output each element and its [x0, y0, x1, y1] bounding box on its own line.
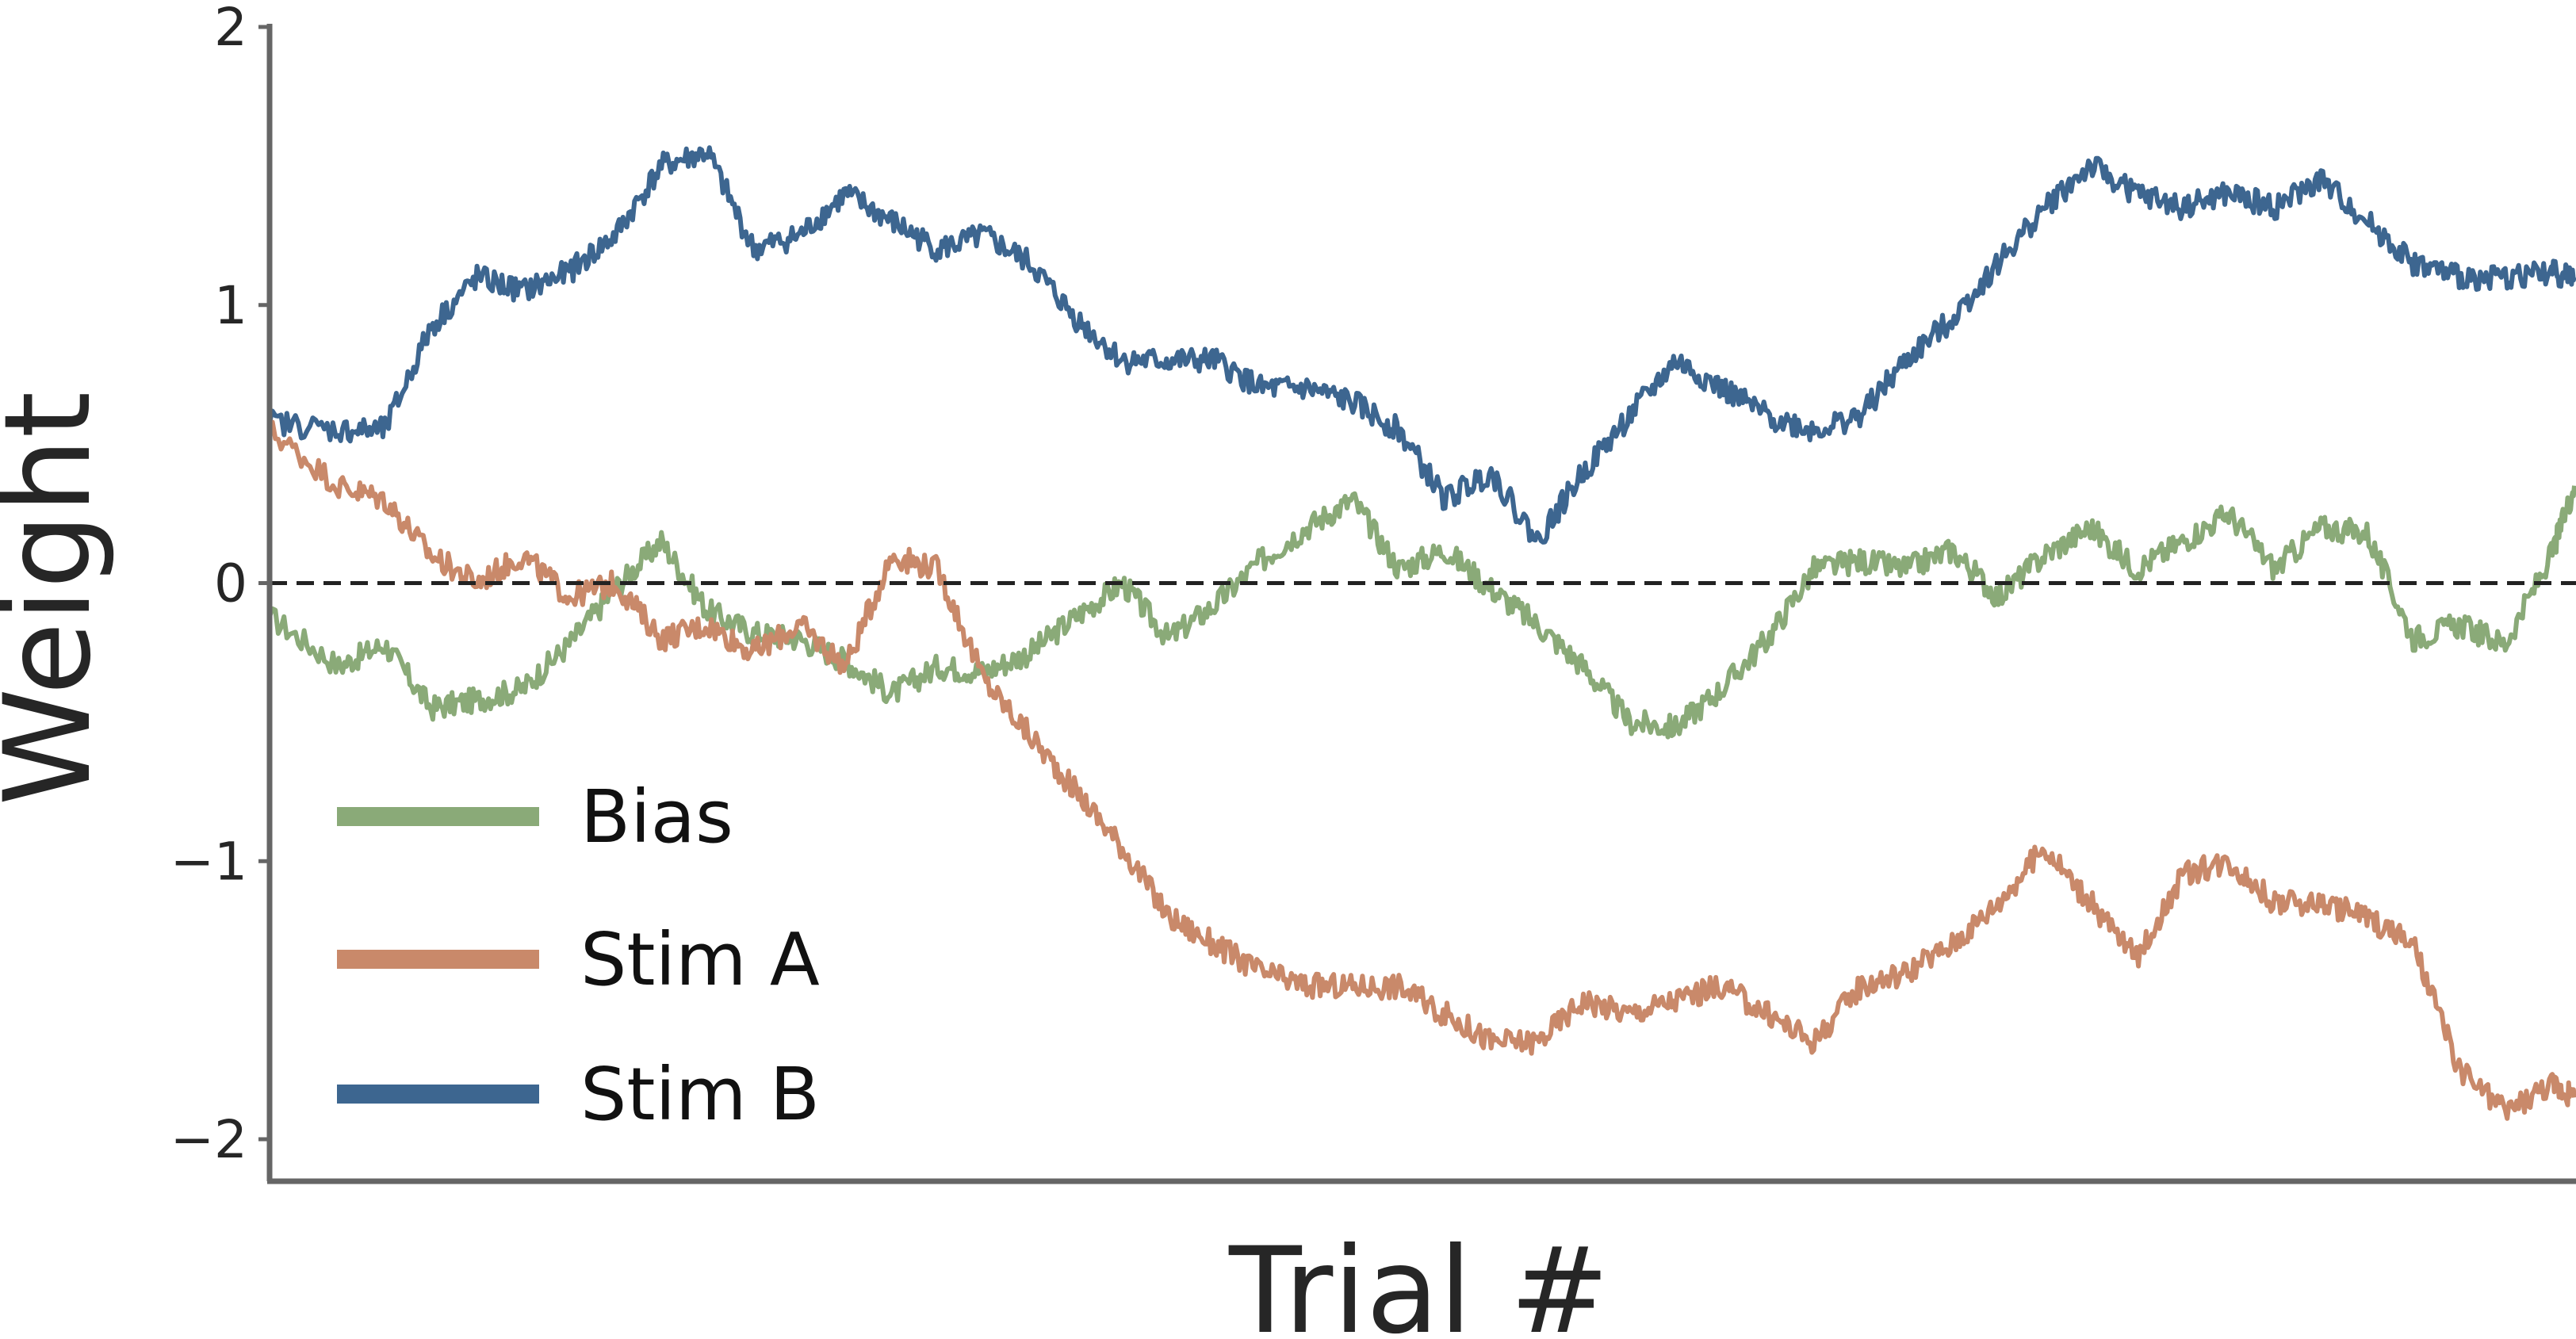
legend-label: Stim A: [580, 917, 820, 1002]
y-tick-label: 1: [214, 275, 247, 336]
series-lines: [267, 145, 2576, 1121]
y-tick-label: 2: [214, 0, 247, 58]
series-line-bias: [267, 485, 2576, 740]
legend-label: Bias: [580, 775, 733, 859]
legend: Bias Stim A Stim B: [337, 775, 820, 1137]
y-axis-label: Weight: [0, 392, 117, 806]
y-tick-label: −2: [170, 1109, 247, 1170]
series-line-stim-a: [267, 419, 2576, 1121]
legend-label: Stim B: [580, 1052, 820, 1137]
y-axis-ticks: 2 1 0 −1 −2: [170, 0, 270, 1170]
x-axis-label: Trial #: [1228, 1222, 1610, 1339]
series-line-stim-b: [267, 145, 2576, 545]
y-tick-label: 0: [214, 553, 247, 614]
y-tick-label: −1: [170, 831, 247, 892]
